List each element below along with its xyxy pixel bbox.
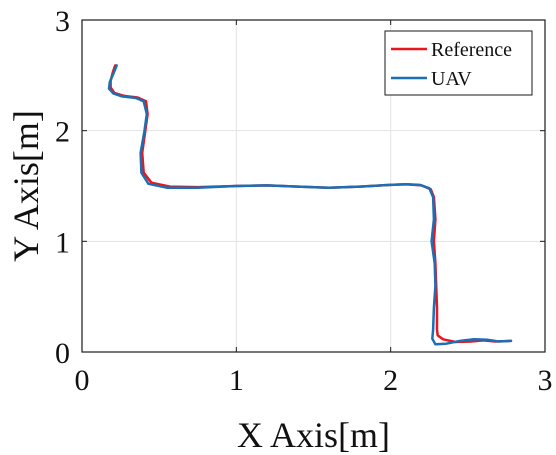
- tick-labels: 0 1 2 3 0 1 2 3: [55, 5, 553, 397]
- tick-marks: [81, 19, 546, 353]
- legend-box: [384, 30, 533, 96]
- x-tick-label: 2: [383, 364, 398, 397]
- series-layer: [107, 64, 513, 346]
- y-tick-label: 0: [55, 337, 70, 370]
- x-tick-label: 3: [538, 364, 553, 397]
- legend-label-reference: Reference: [431, 39, 512, 61]
- legend-label-uav: UAV: [431, 68, 472, 90]
- series-line-uav: [107, 64, 513, 346]
- y-axis-label: Y Axis[m]: [6, 110, 46, 262]
- legend: Reference UAV: [384, 30, 533, 96]
- x-axis-label: X Axis[m]: [237, 415, 390, 455]
- plot-frame: [81, 19, 546, 353]
- y-tick-label: 3: [55, 5, 70, 38]
- y-tick-label: 2: [55, 116, 70, 149]
- y-tick-label: 1: [55, 226, 70, 259]
- x-tick-label: 1: [229, 364, 244, 397]
- x-tick-label: 0: [75, 364, 90, 397]
